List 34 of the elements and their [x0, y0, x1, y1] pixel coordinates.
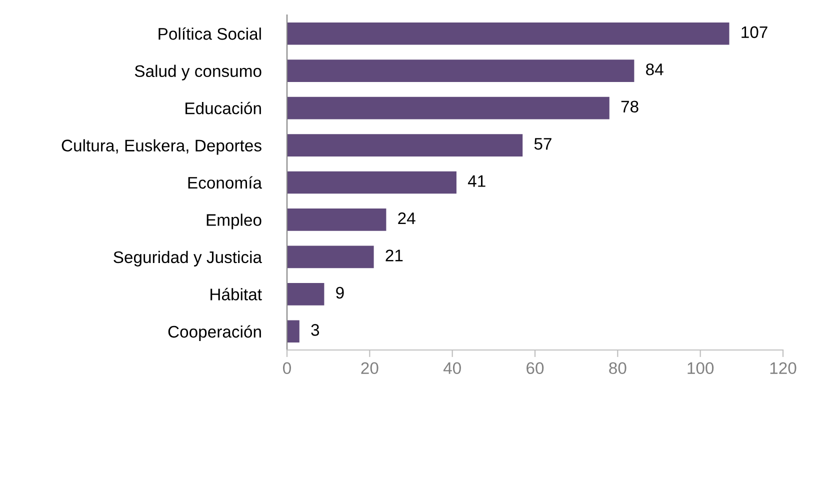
bar [287, 134, 523, 156]
bar [287, 60, 634, 82]
y-tick-label: Seguridad y Justicia [114, 250, 262, 266]
x-tick-label: 0 [283, 362, 291, 374]
data-label: 78 [621, 100, 638, 113]
bar [287, 283, 324, 306]
y-tick-label: Política Social [158, 27, 261, 40]
data-label: 24 [398, 212, 416, 224]
x-tick-label: 40 [443, 362, 461, 374]
y-tick-label: Economía [188, 176, 262, 189]
x-tick-label: 20 [361, 362, 378, 374]
data-label: 41 [468, 175, 486, 187]
bar [287, 320, 300, 343]
bar [287, 96, 610, 120]
data-label: 3 [311, 324, 320, 336]
bar [287, 171, 456, 194]
bar [287, 22, 730, 45]
data-label: 21 [386, 250, 403, 262]
data-label: 84 [646, 64, 664, 76]
y-tick-label: Hábitat [210, 288, 262, 300]
x-tick-label: 80 [609, 362, 626, 374]
y-tick-label: Cooperación [168, 325, 261, 341]
x-tick-label: 100 [688, 362, 714, 374]
y-tick-label: Educación [186, 102, 261, 114]
data-label: 9 [336, 286, 344, 299]
bar [287, 246, 374, 268]
data-label: 57 [534, 138, 552, 150]
y-tick-label: Empleo [206, 214, 262, 230]
y-tick-label: Salud y consumo [134, 64, 262, 80]
bar [287, 208, 386, 231]
x-tick-label: 60 [526, 362, 544, 374]
y-tick-label: Cultura, Euskera, Deportes [62, 139, 262, 155]
data-label: 107 [742, 26, 768, 38]
x-tick-label: 120 [770, 362, 796, 374]
